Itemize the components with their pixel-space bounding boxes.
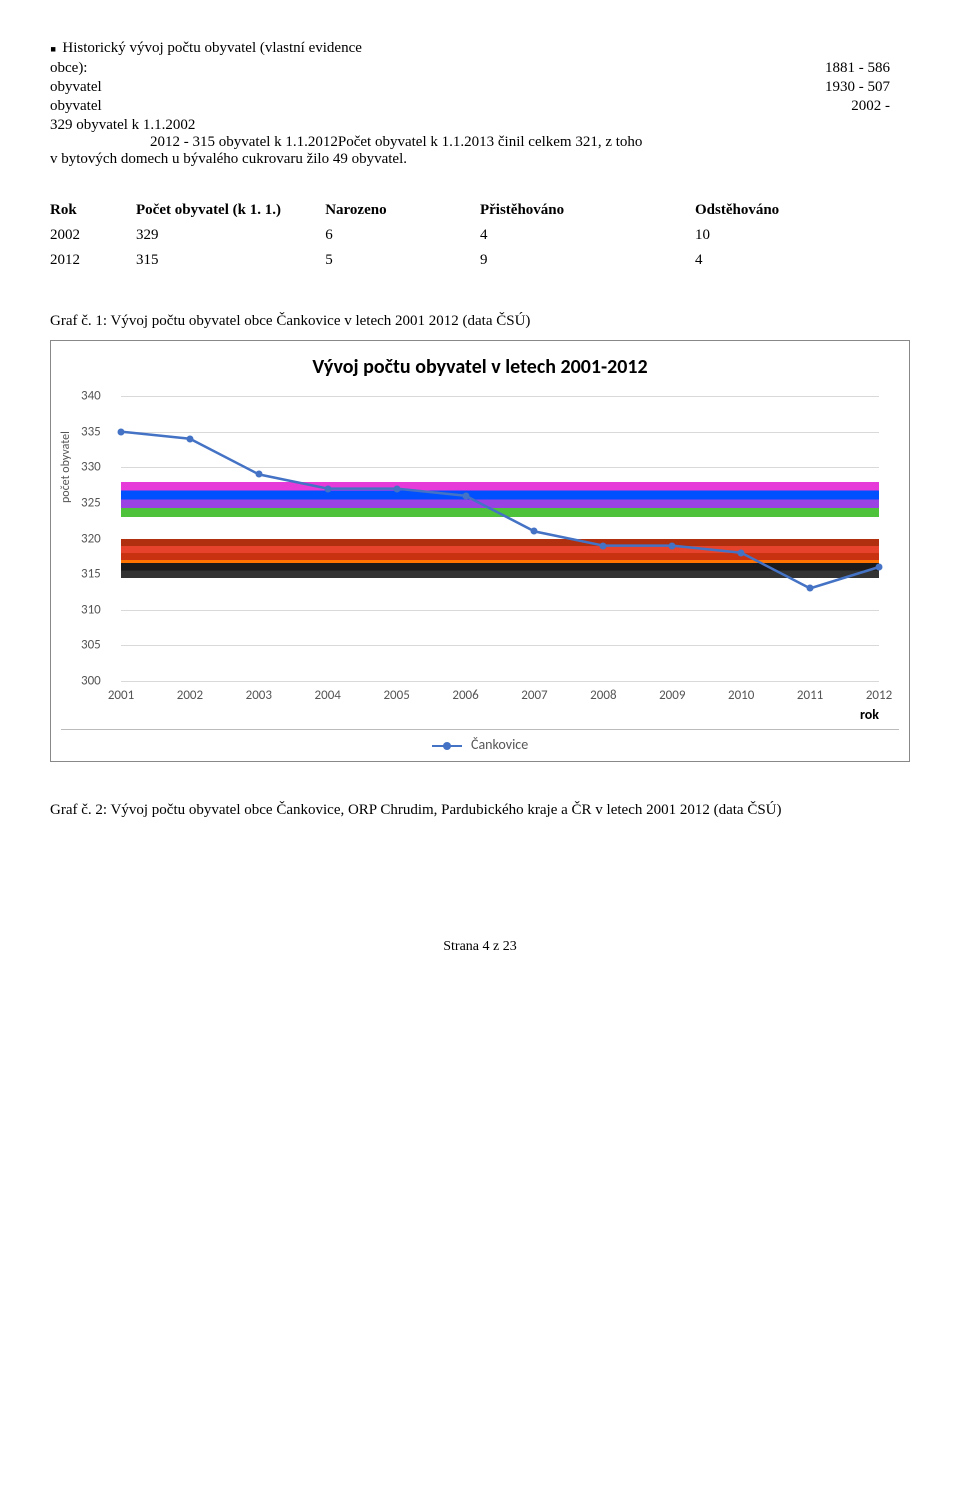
- data-marker: [876, 564, 883, 571]
- table-cell: 2012: [50, 248, 136, 273]
- history-l4-left: obyvatel: [50, 98, 851, 115]
- x-tick-label: 2001: [108, 688, 134, 703]
- x-axis-label: rok: [860, 706, 879, 723]
- data-marker: [255, 471, 262, 478]
- history-l2-right: 1881 - 586: [825, 60, 910, 77]
- page-footer: Strana 4 z 23: [50, 939, 910, 955]
- th-odstehov: Odstěhováno: [695, 198, 910, 223]
- data-marker: [118, 428, 125, 435]
- table-cell: 5: [325, 248, 480, 273]
- history-l5: 329 obyvatel k 1.1.2002: [50, 117, 910, 134]
- x-tick-label: 2003: [246, 688, 272, 703]
- population-table: Rok Počet obyvatel (k 1. 1.) Narozeno Př…: [50, 198, 910, 273]
- table-row: 20023296410: [50, 223, 910, 248]
- table-cell: 4: [480, 223, 695, 248]
- history-l3-left: obyvatel: [50, 79, 825, 96]
- data-marker: [462, 492, 469, 499]
- table-cell: 329: [136, 223, 325, 248]
- x-tick-label: 2002: [177, 688, 203, 703]
- chart-title: Vývoj počtu obyvatel v letech 2001-2012: [51, 341, 909, 389]
- table-cell: 10: [695, 223, 910, 248]
- history-l7: v bytových domech u bývalého cukrovaru ž…: [50, 151, 910, 168]
- line-svg: [121, 396, 879, 681]
- chart2-caption: Graf č. 2: Vývoj počtu obyvatel obce Čan…: [50, 802, 910, 819]
- y-axis-label: počet obyvatel: [59, 431, 73, 503]
- data-marker: [738, 549, 745, 556]
- bullet-icon: ▪: [50, 40, 56, 58]
- x-tick-label: 2005: [383, 688, 409, 703]
- x-tick-label: 2009: [659, 688, 685, 703]
- x-tick-label: 2004: [315, 688, 341, 703]
- x-tick-label: 2008: [590, 688, 616, 703]
- table-cell: 6: [325, 223, 480, 248]
- chart-container: Vývoj počtu obyvatel v letech 2001-2012 …: [50, 340, 910, 762]
- x-tick-label: 2010: [728, 688, 754, 703]
- x-tick-label: 2011: [797, 688, 823, 703]
- y-tick-label: 335: [81, 424, 101, 439]
- data-marker: [807, 585, 814, 592]
- chart1-caption: Graf č. 1: Vývoj počtu obyvatel obce Čan…: [50, 313, 910, 330]
- gridline: [121, 681, 879, 682]
- history-l2-left: obce):: [50, 60, 825, 77]
- history-l6: 2012 - 315 obyvatel k 1.1.2012Počet obyv…: [50, 134, 910, 151]
- th-pristehov: Přistěhováno: [480, 198, 695, 223]
- table-cell: 4: [695, 248, 910, 273]
- x-tick-label: 2007: [521, 688, 547, 703]
- data-marker: [531, 528, 538, 535]
- th-pocet: Počet obyvatel (k 1. 1.): [136, 198, 325, 223]
- legend-label: Čankovice: [471, 736, 528, 753]
- chart-legend: Čankovice: [61, 729, 899, 753]
- plot-area: počet obyvatel rok 300305310315320325330…: [121, 396, 879, 681]
- table-row: 2012315594: [50, 248, 910, 273]
- y-tick-label: 320: [81, 531, 101, 546]
- table-cell: 315: [136, 248, 325, 273]
- legend-marker-icon: [432, 745, 462, 747]
- data-marker: [186, 435, 193, 442]
- table-cell: 2002: [50, 223, 136, 248]
- x-tick-label: 2012: [866, 688, 892, 703]
- history-line1: Historický vývoj počtu obyvatel (vlastní…: [62, 40, 362, 57]
- y-tick-label: 300: [81, 674, 101, 689]
- data-marker: [669, 542, 676, 549]
- history-block: ▪ Historický vývoj počtu obyvatel (vlast…: [50, 40, 910, 168]
- history-l3-right: 1930 - 507: [825, 79, 910, 96]
- th-rok: Rok: [50, 198, 136, 223]
- th-narozeno: Narozeno: [325, 198, 480, 223]
- y-tick-label: 325: [81, 495, 101, 510]
- y-tick-label: 310: [81, 602, 101, 617]
- x-tick-label: 2006: [452, 688, 478, 703]
- y-tick-label: 305: [81, 638, 101, 653]
- y-tick-label: 340: [81, 389, 101, 404]
- y-tick-label: 315: [81, 567, 101, 582]
- data-marker: [324, 485, 331, 492]
- data-marker: [393, 485, 400, 492]
- history-l4-right: 2002 -: [851, 98, 910, 115]
- data-marker: [600, 542, 607, 549]
- table-cell: 9: [480, 248, 695, 273]
- y-tick-label: 330: [81, 460, 101, 475]
